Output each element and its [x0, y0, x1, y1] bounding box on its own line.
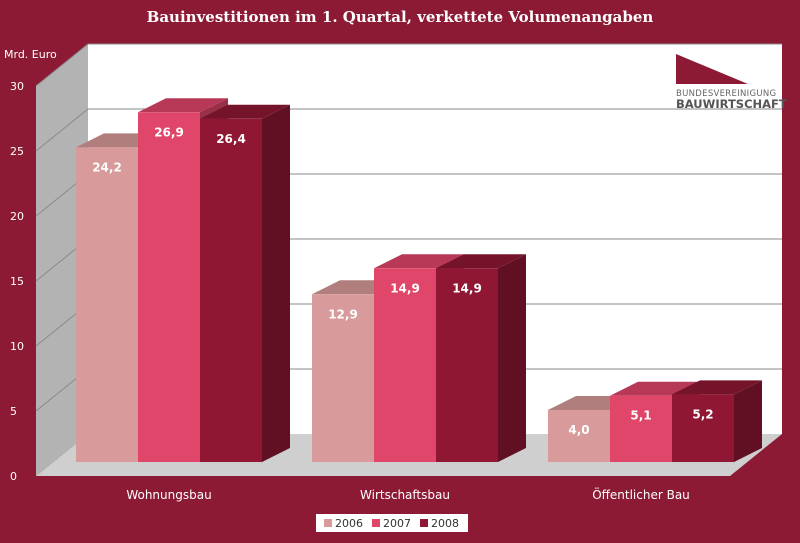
- category-labels: Wohnungsbau Wirtschaftsbau Öffentlicher Ba…: [126, 486, 689, 502]
- data-label: 24,2: [92, 160, 122, 174]
- data-label: 14,9: [390, 281, 420, 295]
- logo: BUNDESVEREINIGUNG BAUWIRTSCHAFT: [676, 54, 787, 111]
- bar-2008-1: [436, 254, 526, 462]
- legend-swatch: [324, 519, 332, 527]
- logo-line-1: BUNDESVEREINIGUNG: [676, 89, 776, 99]
- category-label: Wohnungsbau: [126, 488, 211, 502]
- legend-swatch: [372, 519, 380, 527]
- data-label: 5,2: [692, 407, 713, 421]
- legend-box: [316, 514, 468, 532]
- logo-line-2: BAUWIRTSCHAFT: [676, 97, 787, 111]
- y-axis-ticks: 0 5 10 15 20 25 30: [10, 80, 24, 483]
- y-tick-label: 15: [10, 275, 24, 288]
- category-label: Öffentlicher Bau: [592, 486, 690, 502]
- data-label: 14,9: [452, 281, 482, 295]
- gridline: [35, 43, 782, 87]
- y-tick-label: 20: [10, 210, 24, 223]
- y-tick-label: 10: [10, 340, 24, 353]
- bar-2008-2: [672, 380, 762, 462]
- y-tick-label: 25: [10, 145, 24, 158]
- y-tick-label: 0: [10, 470, 17, 483]
- logo-triangle-icon: [676, 54, 748, 84]
- data-label: 5,1: [630, 409, 651, 423]
- data-label: 12,9: [328, 307, 358, 321]
- gridline: [35, 108, 782, 152]
- bar-2008-0: [200, 104, 290, 463]
- legend-label: 2007: [383, 517, 411, 530]
- legend: 2006 2007 2008: [316, 514, 468, 532]
- legend-swatch: [420, 519, 428, 527]
- data-label: 26,9: [154, 125, 184, 139]
- legend-label: 2008: [431, 517, 459, 530]
- category-label: Wirtschaftsbau: [360, 488, 450, 502]
- y-axis-label: Mrd. Euro: [4, 48, 57, 61]
- chart-title: Bauinvestitionen im 1. Quartal, verkette…: [147, 8, 654, 26]
- legend-label: 2006: [335, 517, 363, 530]
- data-label: 4,0: [568, 423, 589, 437]
- bars: [76, 98, 762, 463]
- y-tick-label: 30: [10, 80, 24, 93]
- data-label: 26,4: [216, 132, 246, 146]
- data-labels: 24,2 26,9 26,4 12,9 14,9 14,9 4,0 5,1 5,2: [92, 125, 713, 437]
- y-tick-label: 5: [10, 405, 17, 418]
